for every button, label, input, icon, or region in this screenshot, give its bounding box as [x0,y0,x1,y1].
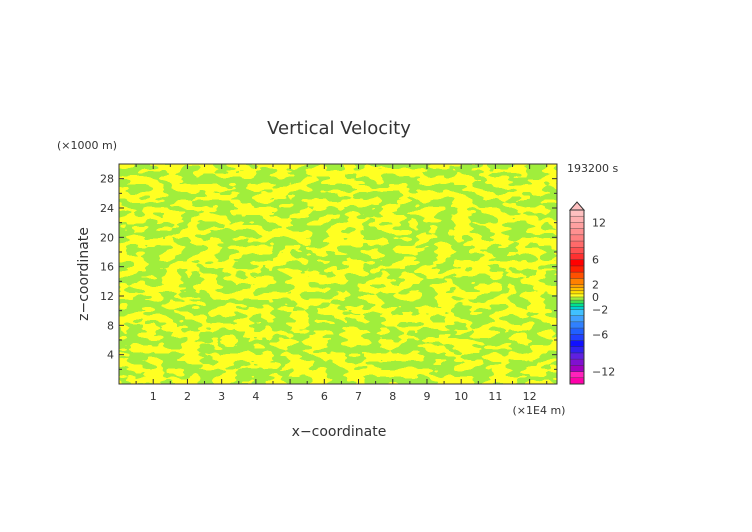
colorbar-segment [570,303,584,307]
y-unit-label: (×1000 m) [57,139,117,152]
colorbar-segment [570,377,584,385]
x-tick-label: 12 [523,390,537,403]
colorbar-segment [570,284,584,288]
colorbar-segment [570,321,584,329]
colorbar-segment [570,228,584,236]
x-tick-label: 6 [321,390,328,403]
colorbar-extend-arrow [568,201,586,211]
colorbar-segment [570,306,584,310]
colorbar-tick-label: −6 [592,328,608,341]
x-tick-label: 2 [184,390,191,403]
colorbar-segment [570,234,584,242]
x-axis-title: x−coordinate [292,424,387,440]
colorbar-segment [570,253,584,261]
y-tick-label: 28 [100,173,114,186]
colorbar-segment [570,359,584,366]
x-tick-label: 11 [488,390,502,403]
colorbar-segment [570,340,584,348]
colorbar-segment [570,259,584,267]
colorbar-tick-label: 6 [592,254,599,267]
colorbar-tick-label: −2 [592,303,608,316]
y-tick-label: 16 [100,261,114,274]
colorbar-segment [570,216,584,223]
y-axis-title: z−coordinate [76,227,92,321]
x-tick-label: 1 [150,390,157,403]
x-tick-label: 4 [252,390,259,403]
colorbar-segment [570,210,584,217]
colorbar-tick-label: −12 [592,366,615,379]
colorbar-segment [570,300,584,304]
time-label: 193200 s [567,162,618,175]
colorbar-tick-label: 2 [592,279,599,292]
y-tick-label: 12 [100,290,114,303]
colorbar-segment [570,315,584,323]
colorbar-segment [570,290,584,295]
x-tick-label: 9 [423,390,430,403]
y-axis: 4 8 12 16 20 24 28 [100,173,557,370]
colorbar-segment [570,309,584,316]
chart-title: Vertical Velocity [267,118,411,139]
x-tick-label: 8 [389,390,396,403]
colorbar-segment [570,278,584,285]
colorbar-segment [570,346,584,354]
colorbar-tick-label: 12 [592,216,606,229]
colorbar-segment [570,328,584,335]
colorbar-segment [570,241,584,248]
x-tick-label: 3 [218,390,225,403]
y-tick-label: 20 [100,231,114,244]
colorbar-segment [570,371,584,379]
colorbar-segment [570,247,584,254]
x-axis: 1 2 3 4 5 6 7 8 9 10 11 12 [135,164,548,403]
x-tick-label: 5 [287,390,294,403]
colorbar-segment [570,265,584,273]
field-positive [119,164,557,384]
colorbar-segment [570,334,584,341]
y-tick-label: 24 [100,202,114,215]
x-tick-label: 7 [355,390,362,403]
y-tick-label: 4 [107,349,114,362]
x-tick-label: 10 [454,390,468,403]
colorbar-segment [570,352,584,360]
colorbar-segment [570,222,584,229]
x-unit-label: (×1E4 m) [513,404,566,417]
colorbar-segment [570,365,584,372]
colorbar-segment [570,287,584,292]
colorbar-segment [570,297,584,301]
plot-frame [118,163,558,385]
colorbar-tick-label: 0 [592,291,599,304]
colorbar-segment [570,293,584,298]
colorbar-segment [570,272,584,279]
velocity-field [119,164,557,384]
colorbar: 12 6 20−2 −6 −12 [568,201,615,385]
y-tick-label: 8 [107,319,114,332]
